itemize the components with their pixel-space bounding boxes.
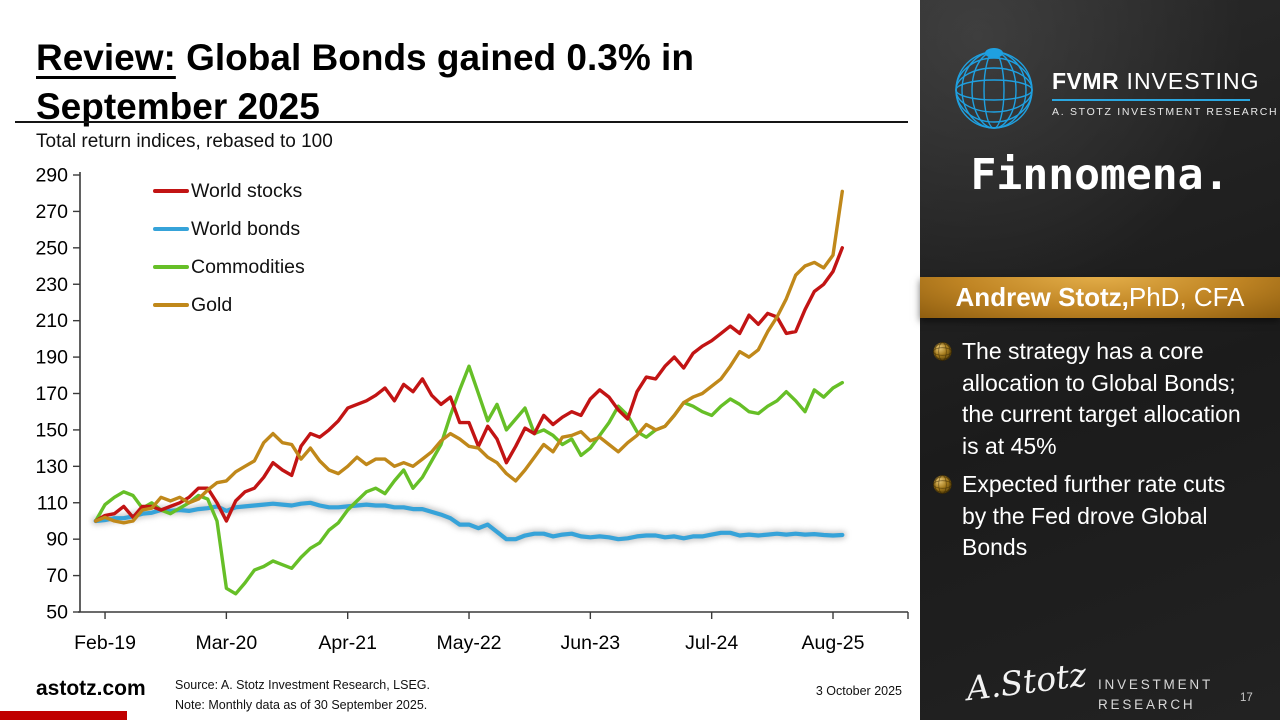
page-number: 17	[1240, 692, 1253, 704]
bullet-text: Expected further rate cuts by the Fed dr…	[962, 471, 1226, 560]
y-tick-label: 290	[35, 165, 68, 187]
legend-item-gold: Gold	[153, 286, 305, 324]
legend-swatch	[153, 264, 189, 270]
y-tick-label: 270	[35, 201, 68, 223]
y-tick-label: 110	[37, 492, 68, 514]
fvmr-bold: FVMR	[1052, 68, 1120, 94]
author-name: Andrew Stotz,	[955, 282, 1129, 312]
x-tick-label: Jul-24	[685, 632, 738, 654]
y-tick-label: 170	[35, 383, 68, 405]
legend-item-world-bonds: World bonds	[153, 210, 305, 248]
x-tick-label: Aug-25	[802, 632, 865, 654]
x-tick-label: Jun-23	[561, 632, 621, 654]
investment-research-line: INVESTMENT	[1098, 677, 1214, 692]
legend-swatch	[153, 188, 189, 194]
x-tick-label: Feb-19	[74, 632, 136, 654]
series-line-commodities	[93, 364, 844, 596]
bullet-item: Expected further rate cuts by the Fed dr…	[932, 469, 1268, 564]
author-band: Andrew Stotz, PhD, CFA	[920, 277, 1280, 318]
investment-research-label: INVESTMENT RESEARCH	[1098, 675, 1213, 715]
fvmr-brand: FVMR INVESTING	[1052, 68, 1278, 95]
x-tick-label: May-22	[437, 632, 502, 654]
x-tick-label: Apr-21	[318, 632, 377, 654]
y-tick-label: 150	[35, 419, 68, 441]
y-tick-label: 50	[46, 602, 68, 624]
sidebar: FVMR INVESTING A. STOTZ INVESTMENT RESEA…	[920, 0, 1280, 720]
y-tick-label: 130	[35, 456, 68, 478]
y-tick-label: 230	[35, 274, 68, 296]
legend-swatch	[153, 302, 189, 308]
chart-subtitle: Total return indices, rebased to 100	[36, 131, 333, 152]
bullet-list: The strategy has a core allocation to Gl…	[932, 336, 1268, 571]
page-title: Review: Global Bonds gained 0.3% in Sept…	[36, 33, 798, 131]
finnomena-logo: Finnomena.	[970, 150, 1230, 200]
y-tick-label: 190	[35, 347, 68, 369]
fvmr-subtitle: A. STOTZ INVESTMENT RESEARCH	[1052, 106, 1279, 118]
bullet-text: The strategy has a core allocation to Gl…	[962, 338, 1241, 459]
y-tick-label: 70	[46, 565, 68, 587]
total-return-line-chart: 50 70 90 110 130 150 170 190 210 230 250 270 290 Feb-…	[35, 165, 909, 654]
bullet-item: The strategy has a core allocation to Gl…	[932, 336, 1268, 462]
fvmr-text: FVMR INVESTING A. STOTZ INVESTMENT RESEA…	[1052, 68, 1278, 134]
chart-legend: World stocks World bonds Commodities Gold	[153, 172, 305, 324]
title-divider	[15, 121, 908, 123]
investment-research-line: RESEARCH	[1098, 697, 1196, 712]
gold-globe-bullet-icon	[933, 342, 952, 361]
fvmr-blue-rule	[1052, 99, 1250, 101]
gold-globe-bullet-icon	[933, 475, 952, 494]
legend-label: Commodities	[191, 255, 305, 278]
fvmr-logo-block: FVMR INVESTING A. STOTZ INVESTMENT RESEA…	[948, 42, 1278, 134]
legend-item-commodities: Commodities	[153, 248, 305, 286]
y-tick-label: 210	[35, 310, 68, 332]
stotz-signature: A.Stotz	[964, 654, 1089, 709]
slide-date: 3 October 2025	[815, 684, 902, 698]
title-review-word: Review:	[36, 36, 176, 78]
title-rest: Global Bonds gained 0.3% in September 20…	[36, 36, 694, 127]
x-tick-label: Mar-20	[195, 632, 257, 654]
series-line-gold	[93, 189, 844, 525]
series-line-world-stocks	[93, 246, 844, 523]
astotz-site-label: astotz.com	[36, 677, 146, 700]
data-note: Note: Monthly data as of 30 September 20…	[175, 698, 428, 712]
author-credentials: PhD, CFA	[1128, 282, 1245, 312]
red-accent-bar	[0, 711, 127, 720]
legend-swatch	[153, 226, 189, 232]
y-tick-label: 250	[35, 237, 68, 259]
legend-label: World stocks	[191, 179, 303, 202]
legend-label: World bonds	[191, 217, 301, 240]
globe-icon	[955, 48, 1033, 129]
legend-item-world-stocks: World stocks	[153, 172, 305, 210]
source-note: Source: A. Stotz Investment Research, LS…	[175, 678, 430, 692]
legend-label: Gold	[191, 293, 233, 316]
fvmr-light: INVESTING	[1119, 68, 1260, 94]
y-tick-label: 90	[46, 529, 68, 551]
